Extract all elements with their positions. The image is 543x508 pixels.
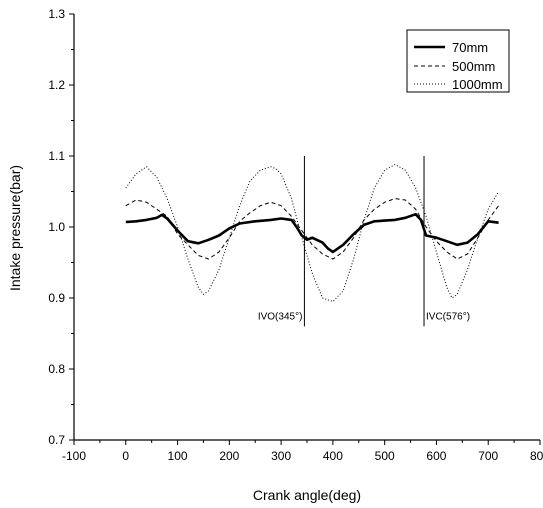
legend-label-70mm: 70mm [452, 40, 488, 55]
x-tick-label: 0 [122, 449, 129, 463]
legend-label-1000mm: 1000mm [452, 77, 503, 92]
y-tick-label: 0.9 [48, 291, 65, 305]
legend-box [406, 29, 510, 93]
series-line-500mm [125, 198, 500, 260]
x-tick-label: 100 [168, 449, 188, 463]
legend-label-500mm: 500mm [452, 59, 495, 74]
valve-event-lines: IVO(345°) IVC(576°) [258, 156, 470, 327]
x-tick-label: 800 [530, 449, 543, 463]
x-tick-label: 300 [271, 449, 291, 463]
annotation-ivo: IVO(345°) [258, 311, 303, 322]
x-tick-label: 500 [375, 449, 395, 463]
legend: 70mm 500mm 1000mm [406, 29, 510, 93]
x-tick-label: -100 [62, 449, 86, 463]
y-tick-label: 1.0 [48, 220, 65, 234]
x-tick-label: 600 [426, 449, 446, 463]
y-tick-label: 1.2 [48, 78, 65, 92]
x-axis-title: Crank angle(deg) [253, 487, 361, 503]
y-tick-label: 1.1 [48, 149, 65, 163]
annotation-ivc: IVC(576°) [426, 311, 470, 322]
y-tick-label: 0.8 [48, 362, 65, 376]
y-ticks: 0.7 0.8 0.9 1.0 1.1 1.2 1.3 [48, 7, 74, 447]
series-line-1000mm [125, 164, 500, 302]
series-line-70mm [125, 212, 499, 254]
y-tick-label: 0.7 [48, 433, 65, 447]
y-axis-title: Intake pressure(bar) [7, 165, 23, 291]
series-lines [125, 164, 500, 302]
x-tick-label: 700 [478, 449, 498, 463]
x-tick-label: 400 [323, 449, 343, 463]
x-tick-label: 200 [219, 449, 239, 463]
x-ticks: -100 0 100 200 300 400 500 600 700 800 [62, 440, 543, 463]
y-tick-label: 1.3 [48, 7, 65, 21]
